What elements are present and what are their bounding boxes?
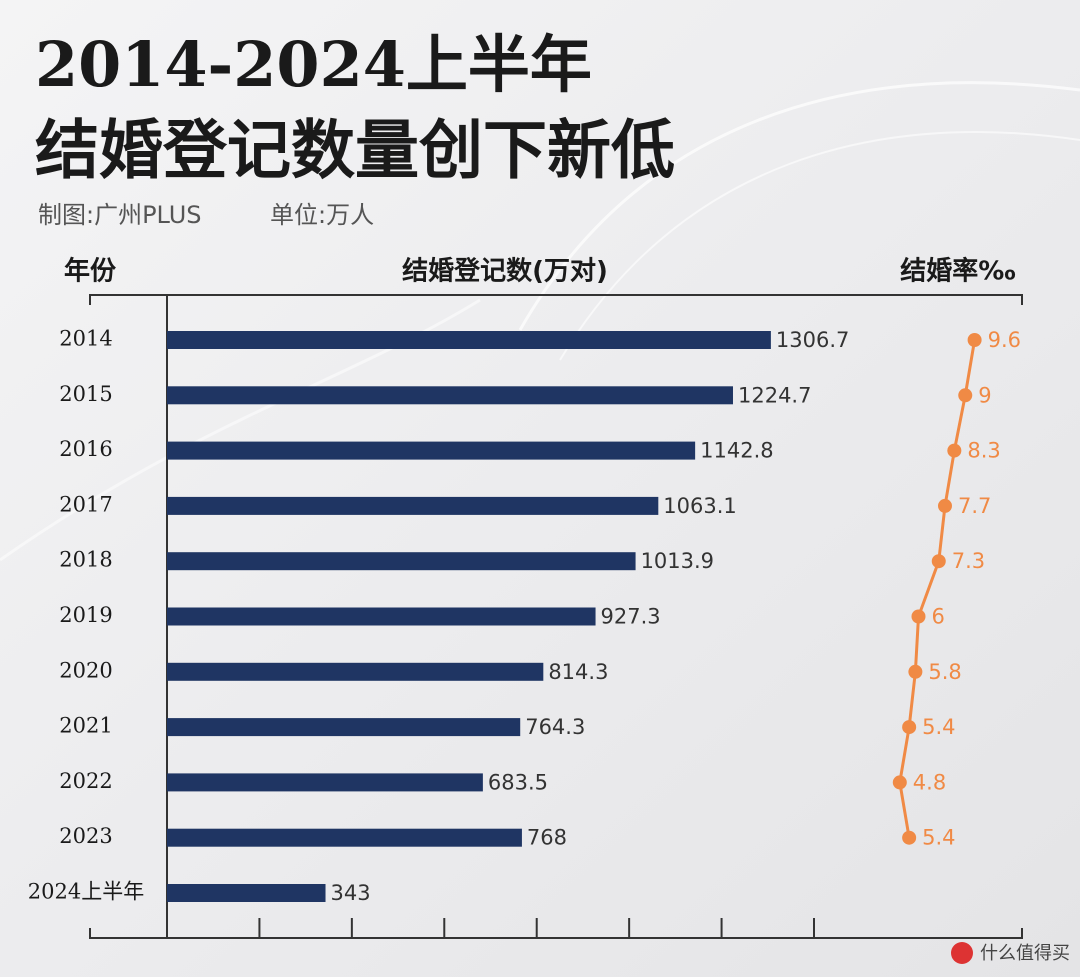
- value-label: 1013.9: [641, 549, 714, 573]
- rate-point: [967, 333, 982, 347]
- rate-point: [892, 775, 907, 790]
- rate-label: 7.7: [958, 494, 991, 518]
- bar: [167, 552, 636, 571]
- bar: [167, 718, 521, 737]
- chart-title: 结婚登记数量创下新低: [35, 115, 675, 189]
- bar: [167, 441, 696, 460]
- y-tick-label: 2024上半年: [28, 880, 144, 904]
- rate-label: 8.3: [967, 439, 1000, 463]
- bar: [167, 884, 326, 902]
- source: 制图:广州PLUS: [38, 201, 202, 229]
- frame-top: [89, 294, 1023, 305]
- bar: [167, 773, 483, 792]
- y-tick-label: 2023: [59, 824, 112, 848]
- rate-label: 6: [932, 605, 945, 629]
- value-label: 1142.8: [700, 439, 773, 463]
- rate-point: [931, 554, 946, 569]
- value-label: 927.3: [601, 605, 661, 629]
- value-label: 768: [527, 826, 567, 850]
- value-label: 764.3: [525, 715, 585, 739]
- value-label: 1224.7: [738, 383, 811, 407]
- y-tick-label: 2021: [59, 714, 112, 738]
- y-tick-label: 2020: [59, 658, 112, 682]
- bar: [167, 386, 733, 405]
- legend-label: 结婚登记数(万对): [402, 256, 608, 287]
- rate-point: [911, 609, 926, 624]
- rate-label: 5.8: [928, 660, 961, 684]
- rate-label: 5.4: [922, 715, 955, 739]
- y-tick-label: 2014: [59, 327, 112, 351]
- rate-point: [902, 720, 917, 735]
- watermark: 什么值得买: [980, 943, 1070, 964]
- bar: [167, 496, 659, 515]
- unit: 单位:万人: [270, 201, 374, 229]
- y-tick-label: 2016: [59, 437, 112, 461]
- y-tick-label: 2017: [59, 492, 112, 516]
- y-tick-label: 2018: [59, 548, 112, 572]
- legend-label: 结婚率‰: [900, 256, 1015, 287]
- value-label: 343: [331, 881, 371, 905]
- value-label: 1063.1: [663, 494, 736, 518]
- value-label: 814.3: [548, 660, 608, 684]
- rate-point: [958, 388, 973, 403]
- value-label: 1306.7: [776, 328, 849, 352]
- rate-point: [908, 664, 923, 679]
- rate-point: [902, 830, 917, 845]
- bar: [167, 607, 596, 626]
- watermark-icon: [951, 942, 973, 964]
- rate-line: [898, 339, 977, 838]
- rate-label: 4.8: [913, 770, 946, 794]
- rate-label: 9: [978, 383, 991, 407]
- y-tick-label: 2019: [59, 603, 112, 627]
- rate-point: [937, 498, 952, 513]
- rate-label: 9.6: [988, 328, 1021, 352]
- bar: [167, 662, 544, 681]
- bar: [167, 331, 771, 349]
- bar: [167, 828, 522, 847]
- decor-wave: [518, 81, 1080, 331]
- y-tick-label: 2015: [59, 382, 112, 406]
- rate-label: 7.3: [952, 549, 985, 573]
- rate-label: 5.4: [922, 826, 955, 850]
- rate-point: [947, 443, 962, 458]
- value-label: 683.5: [488, 770, 548, 794]
- frame-bottom: [89, 928, 1023, 939]
- chart-title: 2014-2024上半年: [35, 28, 592, 101]
- y-axis-label: 年份: [64, 256, 116, 287]
- decor-wave: [559, 131, 1080, 361]
- y-tick-label: 2022: [59, 769, 112, 793]
